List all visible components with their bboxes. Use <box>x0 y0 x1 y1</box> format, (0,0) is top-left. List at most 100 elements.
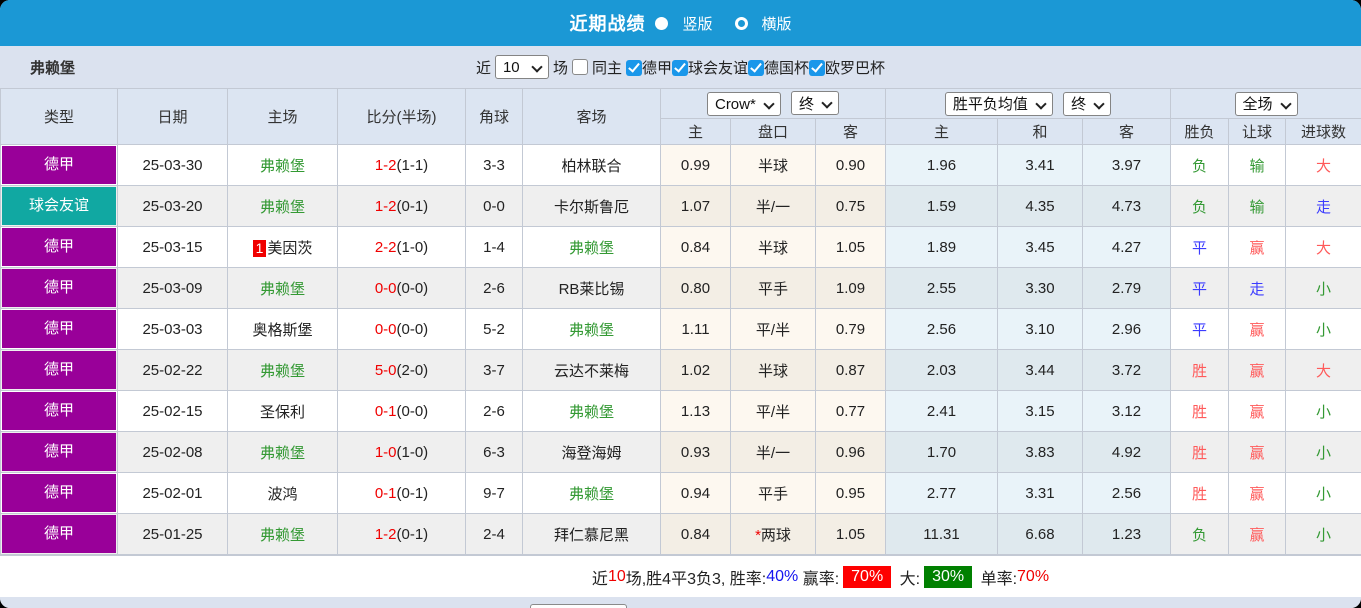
away-team: RB莱比锡 <box>522 267 661 309</box>
subheader-spread: 让球 <box>1228 118 1286 145</box>
avg-time-select[interactable]: 终 <box>1063 91 1112 116</box>
horizontal-layout-radio[interactable] <box>734 16 748 30</box>
summary-segment: 70% <box>843 565 892 588</box>
result-cell: 胜 <box>1170 390 1229 432</box>
home-team: 1 美因茨 <box>227 226 338 268</box>
subheader-avg-home: 主 <box>885 118 998 145</box>
avg-draw: 3.15 <box>997 390 1083 432</box>
near-count-select[interactable]: 10 <box>494 55 549 79</box>
avg-home: 2.56 <box>885 308 998 350</box>
score-cell: 5-0(2-0) <box>337 349 466 391</box>
league-checkbox[interactable] <box>809 59 826 76</box>
spread-cell: 赢 <box>1228 349 1286 391</box>
score-cell: 0-0(0-0) <box>337 267 466 309</box>
avg-draw: 4.35 <box>997 185 1083 227</box>
away-team: 弗赖堡 <box>522 308 661 350</box>
score-cell: 0-1(0-1) <box>337 472 466 514</box>
table-row: 德甲 25-03-09 弗赖堡 0-0(0-0) 2-6 RB莱比锡 0.80 … <box>0 267 1361 309</box>
league-checkbox-label[interactable]: 德甲 <box>641 59 672 77</box>
home-team: 弗赖堡 <box>227 431 338 473</box>
league-checkbox[interactable] <box>672 59 688 76</box>
league-type-cell: 德甲 <box>0 144 118 186</box>
vertical-layout-radio[interactable] <box>655 16 669 30</box>
league-type-cell: 德甲 <box>0 390 118 432</box>
result-cell: 平 <box>1170 308 1229 350</box>
league-checkbox-label[interactable]: 德国杯 <box>764 59 810 77</box>
cutoff-select[interactable] <box>530 604 627 608</box>
same-home-label[interactable]: 同主 <box>591 59 622 77</box>
vertical-layout-label[interactable]: 竖版 <box>682 15 713 33</box>
goals-cell: 小 <box>1284 308 1361 350</box>
odds-home: 1.13 <box>660 390 731 432</box>
league-type-cell: 德甲 <box>0 226 118 268</box>
corner-cell: 3-7 <box>465 349 523 391</box>
league-badge: 德甲 <box>2 433 116 471</box>
avg-draw: 3.10 <box>997 308 1083 350</box>
score-cell: 1-2(0-1) <box>337 513 466 555</box>
chevron-down-icon <box>765 100 773 108</box>
match-date: 25-03-20 <box>117 185 228 227</box>
bottom-strip <box>0 597 1361 608</box>
league-badge: 德甲 <box>2 228 116 266</box>
subheader-odds-home: 主 <box>660 118 731 145</box>
avg-away: 3.72 <box>1082 349 1171 391</box>
result-cell: 平 <box>1170 226 1229 268</box>
away-team: 卡尔斯鲁厄 <box>522 185 661 227</box>
odds-away: 0.77 <box>815 390 886 432</box>
away-team: 云达不莱梅 <box>522 349 661 391</box>
league-checkbox[interactable] <box>625 59 642 76</box>
odds-home: 1.02 <box>660 349 731 391</box>
table-row: 德甲 25-02-08 弗赖堡 1-0(1-0) 6-3 海登海姆 0.93 半… <box>0 431 1361 473</box>
col-header-date: 日期 <box>117 88 228 145</box>
league-checkbox[interactable] <box>748 59 765 76</box>
match-date: 25-02-08 <box>117 431 228 473</box>
score-cell: 1-2(1-1) <box>337 144 466 186</box>
odds-home: 0.84 <box>660 226 731 268</box>
odds-group-header: Crow* 终 <box>660 88 886 119</box>
odds-handicap: *两球 <box>730 513 816 555</box>
result-cell: 胜 <box>1170 349 1229 391</box>
same-home-checkbox[interactable] <box>571 59 588 75</box>
subheader-odds-handicap: 盘口 <box>730 118 816 145</box>
league-type-cell: 球会友谊 <box>0 185 118 227</box>
home-team: 波鸿 <box>227 472 338 514</box>
odds-home: 0.80 <box>660 267 731 309</box>
goals-cell: 小 <box>1284 431 1361 473</box>
goals-cell: 大 <box>1284 144 1361 186</box>
league-badge: 德甲 <box>2 351 116 389</box>
home-team: 弗赖堡 <box>227 513 338 555</box>
league-type-cell: 德甲 <box>0 513 118 555</box>
near-label: 近 <box>475 59 491 77</box>
league-checkbox-label[interactable]: 欧罗巴杯 <box>825 59 886 77</box>
odds-home: 0.93 <box>660 431 731 473</box>
horizontal-layout-label[interactable]: 横版 <box>761 15 792 33</box>
away-team: 拜仁慕尼黑 <box>522 513 661 555</box>
team-name: 弗赖堡 <box>30 59 76 77</box>
avg-draw: 3.44 <box>997 349 1083 391</box>
league-type-cell: 德甲 <box>0 431 118 473</box>
league-filter-list: 德甲 球会友谊 德国杯 欧罗巴杯 <box>625 57 886 78</box>
corner-cell: 1-4 <box>465 226 523 268</box>
summary-segment: 近 <box>591 570 608 588</box>
odds-time-select[interactable]: 终 <box>791 91 840 115</box>
score-cell: 0-1(0-0) <box>337 390 466 432</box>
league-badge: 德甲 <box>2 269 116 307</box>
summary-segment: 单率: <box>976 570 1018 588</box>
odds-source-select[interactable]: Crow* <box>706 92 781 116</box>
odds-away: 0.75 <box>815 185 886 227</box>
spread-cell: 赢 <box>1228 226 1286 268</box>
avg-home: 2.77 <box>885 472 998 514</box>
games-label: 场 <box>552 59 568 77</box>
league-type-cell: 德甲 <box>0 308 118 350</box>
league-checkbox-label[interactable]: 球会友谊 <box>688 59 749 77</box>
avg-source-select[interactable]: 胜平负均值 <box>944 91 1053 116</box>
scope-select[interactable]: 全场 <box>1234 91 1298 116</box>
summary-footer: 近 10 场,胜4平3负3, 胜率: 40% 赢率: 70% 大: 30% 单率: 70% <box>0 555 1361 597</box>
summary-segment: 30% <box>924 565 973 588</box>
match-date: 25-02-15 <box>117 390 228 432</box>
avg-draw: 3.45 <box>997 226 1083 268</box>
table-row: 德甲 25-01-25 弗赖堡 1-2(0-1) 2-4 拜仁慕尼黑 0.84 … <box>0 513 1361 555</box>
avg-away: 1.23 <box>1082 513 1171 555</box>
away-team: 弗赖堡 <box>522 472 661 514</box>
avg-home: 2.41 <box>885 390 998 432</box>
